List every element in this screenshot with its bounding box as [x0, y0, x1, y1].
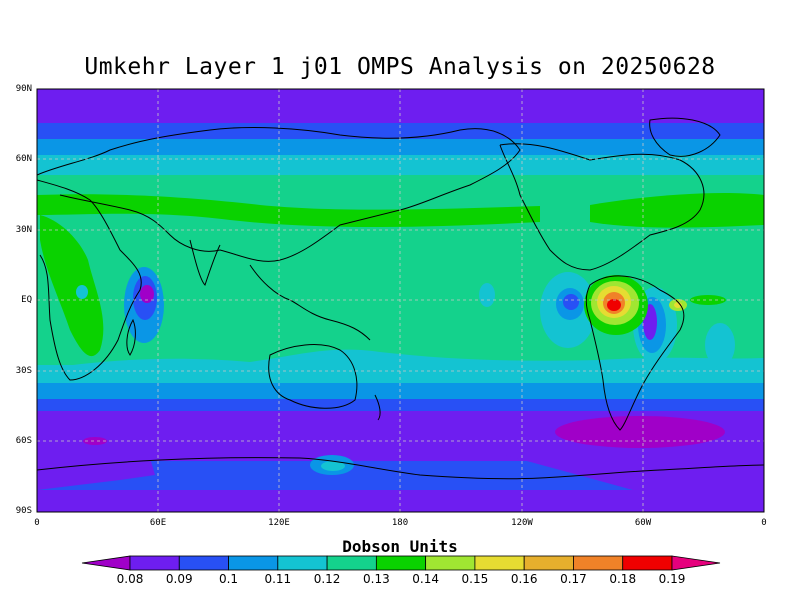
band-arctic — [37, 123, 764, 139]
africa-green — [40, 215, 104, 357]
colorbar-title: Dobson Units — [342, 537, 458, 556]
colorbar-label: 0.13 — [363, 572, 390, 586]
x-tick-label: 180 — [391, 518, 409, 528]
pacific-spot-1 — [479, 283, 495, 307]
ross-sea-patch-inner — [321, 461, 345, 471]
coast-africa — [37, 179, 142, 381]
y-tick-label: 60S — [15, 436, 32, 446]
x-tick-label: 60W — [634, 518, 652, 528]
colorbar-label: 0.1 — [218, 572, 239, 586]
colorbar-label: 0.12 — [313, 572, 341, 586]
coast-australia — [268, 344, 358, 409]
colorbar-label: 0.17 — [560, 572, 587, 586]
x-tick-label: 120E — [268, 518, 290, 528]
antarctic-purple-left — [37, 455, 155, 490]
colorbar-swatch — [277, 555, 328, 571]
colorbar-label: 0.11 — [264, 572, 292, 586]
coast-greenland — [649, 117, 721, 157]
y-tick-label: 30N — [15, 225, 32, 235]
colorbar-swatch — [573, 555, 624, 571]
x-tick-label: 60E — [149, 518, 167, 528]
north-green-band — [37, 194, 540, 227]
colorbar-swatch — [425, 555, 476, 571]
coast-madagascar — [126, 318, 136, 356]
y-tick-label: 30S — [15, 366, 32, 376]
colorbar-swatch — [523, 555, 574, 571]
coast-nz — [374, 394, 381, 421]
africa-plume-inner — [140, 285, 154, 303]
atlantic-green — [690, 295, 726, 305]
colorbar-label: 0.18 — [609, 572, 637, 586]
sa-red — [607, 299, 621, 311]
y-tick-label: 90N — [15, 84, 32, 94]
africa-blue-spot — [76, 285, 88, 299]
coast-north-america — [499, 143, 705, 271]
band-midlat-north — [37, 155, 764, 175]
colorbar-swatch — [326, 555, 377, 571]
coast-antarctica — [37, 457, 764, 480]
sa-darkblue-left — [563, 294, 579, 310]
map-frame — [36, 88, 765, 513]
coast-south-america — [585, 275, 685, 431]
x-tick-label: 120W — [511, 518, 533, 528]
colorbar — [81, 555, 721, 571]
colorbar-swatch — [178, 555, 229, 571]
band-subarctic — [37, 139, 764, 155]
antarctic-purple-right — [505, 455, 764, 492]
coastlines — [37, 117, 764, 480]
band-south-2 — [37, 383, 764, 399]
colorbar-swatch — [228, 555, 279, 571]
colorbar-label: 0.16 — [510, 572, 538, 586]
coast-se-asia — [249, 264, 371, 341]
north-green-right — [590, 193, 764, 228]
colorbar-swatch — [375, 555, 427, 571]
colorbar-label: 0.09 — [165, 572, 193, 586]
south-wave — [37, 349, 764, 383]
colorbar-label: 0.15 — [461, 572, 489, 586]
pacific-spot-2 — [705, 323, 735, 367]
south-atlantic-magenta — [555, 416, 725, 448]
x-tick-label: 0 — [34, 518, 40, 528]
y-tick-label: EQ — [21, 295, 32, 305]
colorbar-swatch — [474, 555, 525, 571]
colorbar-swatch — [622, 555, 673, 571]
contour-field — [37, 89, 764, 512]
graticule — [37, 89, 764, 512]
coast-india — [189, 239, 221, 286]
south-africa-magenta — [83, 437, 107, 445]
y-tick-label: 60N — [15, 154, 32, 164]
band-arctic-top — [37, 89, 764, 123]
antarctic-purple-bottom — [37, 490, 764, 512]
band-south-3 — [37, 399, 764, 411]
colorbar-swatch — [129, 555, 180, 571]
colorbar-arrow-high — [671, 555, 721, 571]
colorbar-label: 0.08 — [116, 572, 144, 586]
colorbar-label: 0.14 — [412, 572, 439, 586]
map-title: Umkehr Layer 1 j01 OMPS Analysis on 2025… — [84, 54, 716, 80]
coast-eurasia — [37, 127, 521, 262]
colorbar-arrow-low — [81, 555, 131, 571]
x-tick-label: 0 — [761, 518, 767, 528]
sa-small-yellow — [674, 302, 682, 308]
colorbar-label: 0.19 — [658, 572, 686, 586]
y-tick-label: 90S — [15, 506, 32, 516]
